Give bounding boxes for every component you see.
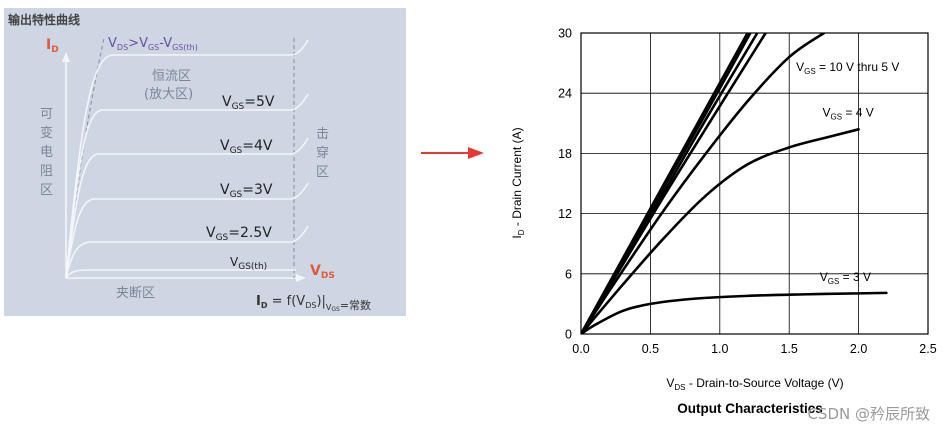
left-x-axis-label: VDS: [310, 263, 335, 281]
y-tick-label: 6: [565, 267, 572, 281]
left-x-axis-arrow: [296, 274, 306, 282]
left-region-constant: 恒流区: [152, 69, 191, 84]
y-tick-label: 18: [558, 147, 572, 161]
series-line-7: [581, 291, 888, 334]
left-curve-vgs-th: [65, 269, 296, 279]
left-curve-label: VGS=3V: [220, 182, 273, 200]
left-y-axis-label: ID: [46, 37, 59, 55]
x-tick-label: 0.5: [642, 342, 659, 356]
svg-text:VGS = 3 V: VGS = 3 V: [820, 270, 871, 286]
y-tick-labels: 0 6 12 18 24 30: [558, 27, 572, 342]
y-tick-label: 24: [558, 87, 572, 101]
chart-title: Output Characteristics: [677, 401, 823, 416]
left-curve-label: VGS=4V: [220, 138, 273, 156]
x-tick-label: 1.0: [711, 342, 728, 356]
left-panel-background: [4, 8, 406, 316]
left-curve-vgs-3v: [65, 182, 309, 279]
watermark: CSDN @矜辰所致: [807, 405, 930, 423]
x-tick-labels: 0.0 0.5 1.0 1.5 2.0 2.5: [572, 342, 936, 356]
left-panel-title: 输出特性曲线: [8, 12, 80, 27]
left-region-variable-resistance: 可变电阻区: [40, 107, 53, 198]
output-characteristics-chart: 0.0 0.5 1.0 1.5 2.0 2.5 0 6 12 18 24 30 VGS = 10 V…: [510, 27, 937, 417]
series-line-5: [581, 33, 826, 334]
x-axis-label: VDS - Drain-to-Source Voltage (V): [666, 376, 843, 392]
left-curve-vgs-4v: [65, 137, 309, 279]
plot-frame: [580, 32, 929, 335]
left-curve-label: VGS=5V: [222, 94, 275, 112]
svg-text:VGS = 4 V: VGS = 4 V: [823, 105, 874, 121]
left-region-breakdown: 击穿区: [316, 127, 329, 180]
left-curve-vgs-5v: [65, 93, 309, 279]
arrow-head: [468, 147, 484, 159]
left-curve-top: [65, 39, 309, 279]
x-tick-label: 0.0: [572, 342, 589, 356]
y-tick-label: 30: [558, 27, 572, 41]
left-curve-labels: VGS=5V VGS=4V VGS=3V VGS=2.5V VGS(th): [206, 94, 275, 272]
transition-arrow: [421, 147, 484, 159]
chart-annotation: VGS = 10 V thru 5 V: [796, 60, 899, 76]
svg-text:VGS = 10 V thru 5 V: VGS = 10 V thru 5 V: [796, 60, 899, 76]
left-diagram: 输出特性曲线 ID VDS VDS>VGS-VGS(th) 恒流区 (放大区) …: [4, 8, 406, 316]
y-axis-label: ID - Drain Current (A): [510, 127, 526, 238]
y-tick-label: 0: [565, 328, 572, 342]
chart-annotations: VGS = 10 V thru 5 V VGS = 4 V VGS = 3 V: [796, 60, 899, 286]
left-region-amplify: (放大区): [144, 87, 193, 102]
y-tick-label: 12: [558, 207, 572, 221]
chart-series: [581, 33, 888, 334]
left-curve-vgs-2.5v: [65, 225, 309, 279]
left-region-cutoff: 夹断区: [116, 286, 155, 301]
x-tick-label: 1.5: [781, 342, 798, 356]
chart-annotation: VGS = 3 V: [820, 270, 871, 286]
x-tick-label: 2.0: [850, 342, 867, 356]
series-line-6: [581, 128, 860, 334]
x-tick-label: 2.5: [919, 342, 936, 356]
left-boundary-label: VDS>VGS-VGS(th): [108, 36, 198, 52]
series-line-4: [581, 33, 767, 334]
left-equation: ID = f(VDS)|VGS=常数: [256, 294, 371, 313]
left-curve-label: VGS(th): [230, 255, 267, 272]
chart-annotation: VGS = 4 V: [823, 105, 874, 121]
left-curve-label: VGS=2.5V: [206, 225, 272, 243]
left-y-axis-arrow: [62, 52, 70, 62]
chart-grid: [580, 32, 929, 335]
